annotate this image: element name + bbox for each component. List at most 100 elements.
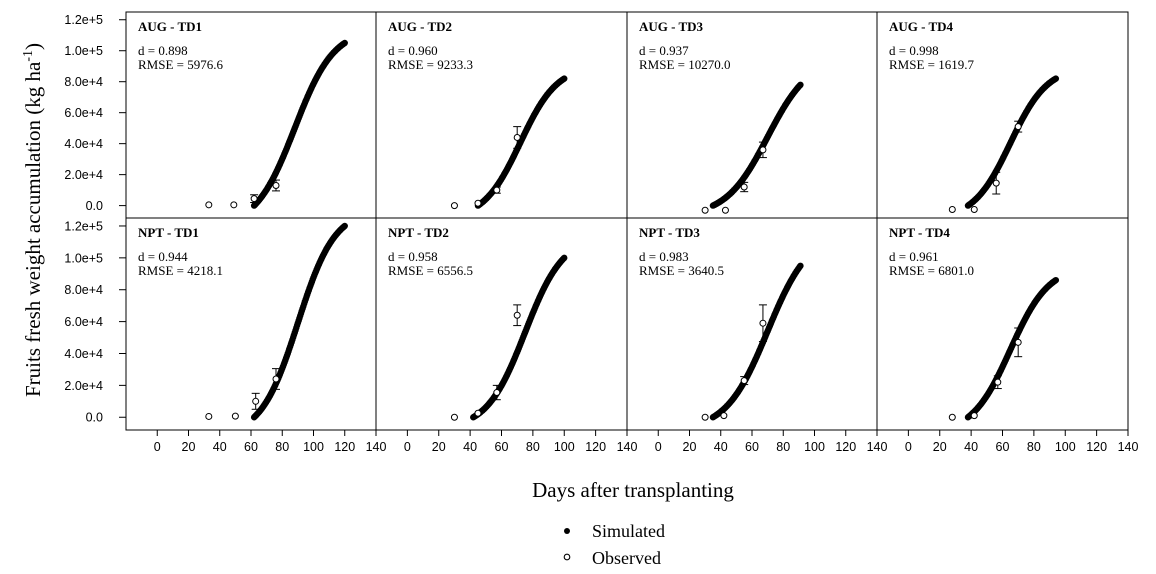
observed-point: [970, 205, 978, 213]
observed-series: [701, 304, 767, 421]
observed-series: [948, 120, 1023, 213]
observed-series: [948, 327, 1023, 421]
x-tick-label: 140: [1118, 440, 1139, 454]
panel-title: NPT - TD4: [889, 225, 950, 240]
observed-point: [970, 412, 978, 420]
y-axis-label-close: ): [21, 43, 45, 50]
simulated-series: [470, 254, 568, 421]
x-tick-label: 120: [334, 440, 355, 454]
x-tick-label: 80: [1027, 440, 1041, 454]
x-tick-label: 60: [745, 440, 759, 454]
x-tick-label: 120: [1086, 440, 1107, 454]
x-axis-col-1: 0 20 40 60 80 100 120 140: [154, 430, 386, 454]
x-tick-label: 80: [776, 440, 790, 454]
panel-d-value: d = 0.958: [388, 249, 438, 264]
panel-d-value: d = 0.944: [138, 249, 188, 264]
y-axis-label: Fruits fresh weight accumulation (kg ha-…: [21, 43, 45, 397]
observed-point: [701, 206, 709, 214]
panel-d-value: d = 0.960: [388, 43, 438, 58]
observed-point: [252, 397, 260, 405]
x-tick-label: 0: [905, 440, 912, 454]
observed-series: [205, 368, 280, 420]
x-tick-label: 40: [213, 440, 227, 454]
x-tick-label: 80: [526, 440, 540, 454]
simulated-series: [709, 81, 804, 209]
panel-d-value: d = 0.898: [138, 43, 188, 58]
observed-point: [230, 201, 238, 209]
observed-point: [994, 378, 1002, 386]
x-axis-label: Days after transplanting: [532, 478, 734, 502]
observed-point: [740, 183, 748, 191]
x-tick-label: 20: [933, 440, 947, 454]
observed-point: [450, 202, 458, 210]
observed-point: [205, 201, 213, 209]
x-tick-label: 60: [996, 440, 1010, 454]
observed-point: [1014, 123, 1022, 131]
y-tick-label: 1.0e+5: [64, 44, 103, 58]
y-tick-label: 4.0e+4: [64, 347, 103, 361]
panel-rmse-value: RMSE = 10270.0: [639, 57, 730, 72]
observed-series: [450, 304, 522, 421]
x-tick-label: 100: [554, 440, 575, 454]
simulated-series: [964, 276, 1060, 421]
observed-point: [272, 375, 280, 383]
y-axis-label-sup: -1: [21, 50, 36, 62]
observed-point: [948, 205, 956, 213]
x-tick-label: 0: [154, 440, 161, 454]
observed-series: [450, 126, 522, 210]
x-tick-label: 0: [655, 440, 662, 454]
panel-d-value: d = 0.998: [889, 43, 939, 58]
panel-d-value: d = 0.937: [639, 43, 689, 58]
x-tick-label: 100: [1055, 440, 1076, 454]
x-tick-label: 140: [617, 440, 638, 454]
simulated-point: [561, 254, 568, 262]
y-axis-row-2: 0.0 2.0e+4 4.0e+4 6.0e+4 8.0e+4 1.0e+5 1.2e+5: [64, 219, 126, 425]
y-tick-label: 8.0e+4: [64, 283, 103, 297]
panel-title: AUG - TD1: [138, 19, 202, 34]
x-axis-col-4: 0 20 40 60 80 100 120 140: [905, 430, 1139, 454]
observed-point: [759, 146, 767, 154]
simulated-point: [797, 262, 804, 270]
simulated-point: [1052, 276, 1060, 284]
simulated-series: [250, 222, 348, 421]
simulated-point: [341, 39, 348, 47]
x-tick-label: 40: [964, 440, 978, 454]
panel-title: NPT - TD1: [138, 225, 199, 240]
observed-point: [513, 133, 521, 141]
y-tick-label: 8.0e+4: [64, 75, 103, 89]
simulated-series: [964, 75, 1060, 209]
legend-label-observed: Observed: [592, 548, 661, 568]
y-tick-label: 0.0: [86, 199, 103, 213]
observed-series: [701, 141, 767, 214]
x-tick-label: 120: [585, 440, 606, 454]
panel-rmse-value: RMSE = 5976.6: [138, 57, 223, 72]
x-tick-label: 100: [303, 440, 324, 454]
observed-point: [992, 179, 1000, 187]
x-tick-label: 20: [432, 440, 446, 454]
y-axes-group: 0.02.0e+44.0e+46.0e+48.0e+41.0e+51.2e+5 0…: [64, 13, 126, 425]
legend-marker-observed: [563, 553, 571, 561]
observed-point: [250, 195, 258, 203]
observed-point: [759, 319, 767, 327]
simulated-point: [561, 75, 568, 82]
observed-point: [474, 199, 482, 207]
panel-title: AUG - TD3: [639, 19, 704, 34]
observed-point: [1014, 338, 1022, 346]
panel-d-value: d = 0.961: [889, 249, 939, 264]
x-tick-label: 60: [495, 440, 509, 454]
y-axis-row-1: 0.0 2.0e+4 4.0e+4 6.0e+4 8.0e+4 1.0e+5 1.2e+5: [64, 13, 126, 213]
x-tick-label: 40: [714, 440, 728, 454]
observed-point: [493, 186, 501, 194]
simulated-point: [341, 222, 348, 230]
panel-rmse-value: RMSE = 3640.5: [639, 263, 724, 278]
simulated-series: [250, 39, 348, 209]
y-tick-label: 6.0e+4: [64, 106, 103, 120]
